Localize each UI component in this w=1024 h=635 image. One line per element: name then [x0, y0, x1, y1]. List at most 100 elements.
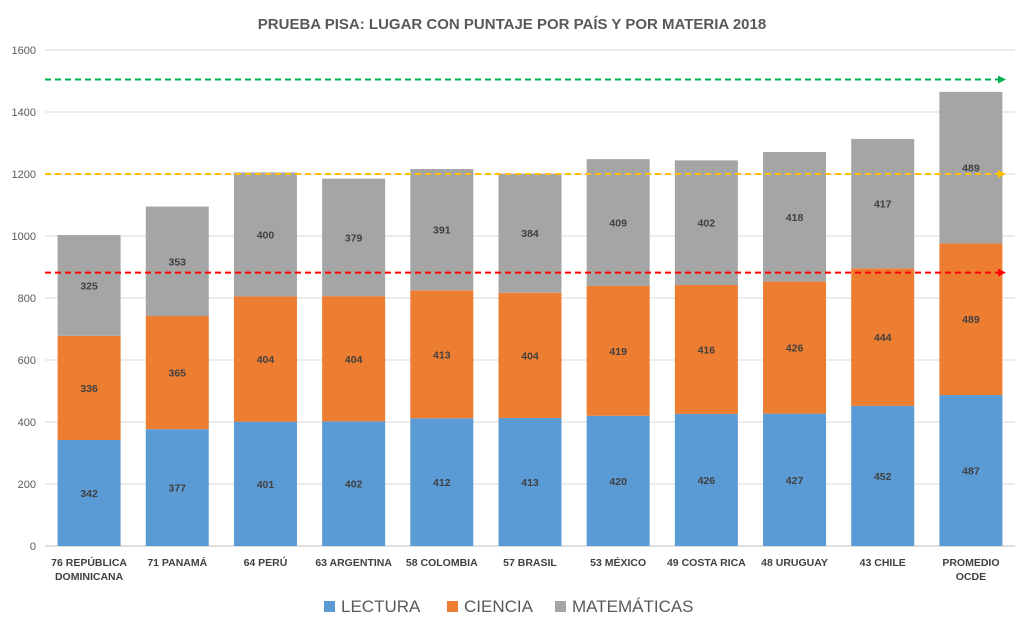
bar-ciencia	[233, 296, 297, 422]
reference-lines	[45, 75, 1006, 277]
bar-ciencia	[851, 268, 915, 406]
bar-ciencia	[674, 284, 738, 414]
data-label: 365	[169, 368, 187, 380]
bar-lectura	[851, 405, 915, 546]
y-tick-label: 400	[18, 417, 36, 429]
data-label: 412	[433, 477, 451, 489]
bar-lectura	[410, 418, 474, 546]
data-label: 342	[80, 488, 98, 500]
x-tick-label: 57 BRASIL	[503, 557, 557, 569]
y-axis: 0 200 400 600 800 1000 1200 1400 1600	[12, 45, 36, 553]
bar-matemáticas	[57, 235, 121, 336]
reference-arrowhead	[998, 170, 1006, 178]
bar-matemáticas	[145, 206, 209, 316]
legend-label: CIENCIA	[464, 597, 534, 616]
data-label: 416	[698, 344, 716, 356]
legend-swatch	[555, 601, 566, 612]
data-label: 418	[786, 212, 804, 224]
data-label: 489	[962, 314, 980, 326]
bar-ciencia	[410, 290, 474, 419]
bar-lectura	[145, 429, 209, 546]
bar-lectura	[57, 439, 121, 546]
data-label: 377	[169, 483, 187, 495]
legend-label: LECTURA	[341, 597, 421, 616]
legend: LECTURA CIENCIA MATEMÁTICAS	[324, 597, 694, 616]
x-tick-label: 63 ARGENTINA	[315, 557, 392, 569]
data-label: 413	[521, 477, 539, 489]
bar-matemáticas	[586, 159, 650, 286]
chart-title: PRUEBA PISA: LUGAR CON PUNTAJE POR PAÍS …	[258, 16, 766, 33]
data-label: 413	[433, 349, 451, 361]
data-label: 487	[962, 466, 980, 478]
x-tick-label: 49 COSTA RICA	[667, 557, 746, 569]
legend-label: MATEMÁTICAS	[572, 597, 694, 616]
bar-lectura	[939, 395, 1003, 546]
data-label: 409	[609, 218, 627, 230]
y-tick-label: 600	[18, 355, 36, 367]
bar-ciencia	[939, 243, 1003, 396]
bar-lectura	[586, 415, 650, 546]
x-tick-label: 43 CHILE	[860, 557, 906, 569]
bar-matemáticas	[233, 172, 297, 297]
bar-lectura	[233, 421, 297, 546]
legend-swatch	[447, 601, 458, 612]
bar-lectura	[322, 421, 386, 546]
bar-ciencia	[145, 315, 209, 430]
data-label: 402	[345, 479, 363, 491]
x-tick-label: 76 REPÚBLICA	[51, 556, 127, 569]
y-tick-label: 200	[18, 479, 36, 491]
data-label: 400	[257, 229, 275, 241]
x-tick-label: 58 COLOMBIA	[406, 557, 478, 569]
y-tick-label: 1600	[12, 45, 36, 57]
bar-ciencia	[57, 335, 121, 440]
data-label: 420	[609, 476, 627, 488]
bar-matemáticas	[939, 91, 1003, 244]
bar-ciencia	[322, 296, 386, 422]
bar-matemáticas	[851, 138, 915, 269]
data-label: 426	[698, 475, 716, 487]
data-label: 402	[698, 218, 716, 230]
data-label: 401	[257, 479, 275, 491]
data-label: 336	[80, 383, 98, 395]
bar-matemáticas	[322, 178, 386, 297]
data-label: 391	[433, 225, 451, 237]
data-label: 379	[345, 232, 363, 244]
data-label: 427	[786, 475, 804, 487]
data-label: 404	[345, 354, 363, 366]
data-label: 404	[521, 350, 539, 362]
x-tick-label: PROMEDIO	[942, 557, 999, 569]
x-tick-label: DOMINICANA	[55, 571, 124, 583]
data-label: 384	[521, 228, 539, 240]
data-label: 452	[874, 471, 892, 483]
bar-lectura	[498, 417, 562, 546]
data-label: 426	[786, 343, 804, 355]
x-tick-label: 71 PANAMÁ	[147, 556, 207, 569]
bar-lectura	[763, 413, 827, 546]
bar-lectura	[674, 413, 738, 546]
bar-matemáticas	[674, 160, 738, 285]
x-axis: 76 REPÚBLICA DOMINICANA 71 PANAMÁ 64 PERÚ 63…	[51, 556, 999, 583]
data-label: 404	[257, 354, 275, 366]
bar-ciencia	[586, 285, 650, 416]
y-tick-label: 1400	[12, 107, 36, 119]
y-tick-label: 800	[18, 293, 36, 305]
data-label: 417	[874, 199, 892, 211]
legend-swatch	[324, 601, 335, 612]
bar-ciencia	[498, 292, 562, 418]
data-label: 325	[80, 280, 98, 292]
x-tick-label: OCDE	[956, 571, 986, 583]
reference-arrowhead	[998, 268, 1006, 277]
y-tick-label: 1200	[12, 169, 36, 181]
data-labels: 342 336 325 377 365 353 401 404 400 402 404 379 412 4…	[80, 163, 979, 500]
x-tick-label: 53 MÉXICO	[590, 556, 646, 569]
data-label: 353	[169, 256, 187, 268]
data-label: 419	[609, 346, 627, 358]
data-label: 444	[874, 332, 892, 344]
x-tick-label: 48 URUGUAY	[761, 557, 828, 569]
reference-arrowhead	[998, 75, 1006, 84]
x-tick-label: 64 PERÚ	[244, 556, 288, 569]
bar-matemáticas	[410, 169, 474, 291]
bars	[57, 91, 1003, 546]
